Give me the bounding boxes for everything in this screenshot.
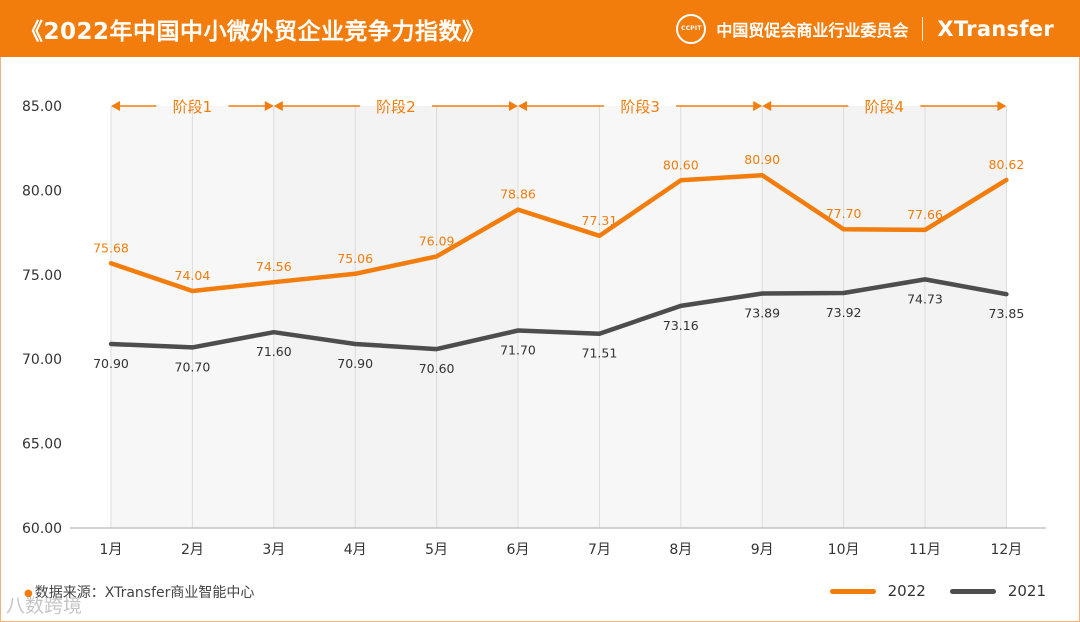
y-tick-label: 80.00 xyxy=(22,183,62,199)
data-label-2021: 70.70 xyxy=(175,359,211,374)
stage-label-2: 阶段2 xyxy=(376,98,416,116)
x-tick-label: 8月 xyxy=(669,542,692,558)
data-label-2022: 77.70 xyxy=(826,206,862,221)
data-label-2022: 78.86 xyxy=(500,187,536,202)
watermark: 八数跨境 xyxy=(6,595,83,617)
stage-band-3 xyxy=(518,106,763,528)
org-name: 中国贸促会商业行业委员会 xyxy=(716,20,909,40)
legend-item-2021: 2021 xyxy=(949,582,1046,600)
ccpit-logo: CCPIT xyxy=(676,13,707,44)
y-tick-label: 65.00 xyxy=(22,437,62,453)
data-label-2021: 73.16 xyxy=(663,318,699,333)
y-tick-label: 75.00 xyxy=(22,268,62,284)
stage-label-3: 阶段3 xyxy=(620,98,660,116)
stage-arrow-left-icon xyxy=(273,101,283,111)
stage-arrow-right-icon xyxy=(753,101,763,111)
data-label-2022: 75.68 xyxy=(93,240,129,255)
legend-swatch-2021 xyxy=(949,588,996,594)
data-label-2022: 80.62 xyxy=(989,157,1025,172)
x-tick-label: 9月 xyxy=(751,542,774,558)
stage-arrow-right-icon xyxy=(997,101,1007,111)
x-tick-label: 10月 xyxy=(828,542,860,558)
legend-swatch-2022 xyxy=(829,588,876,594)
stage-arrow-left-icon xyxy=(518,101,527,111)
legend-item-2022: 2022 xyxy=(829,582,926,600)
y-tick-label: 85.00 xyxy=(22,99,62,115)
stage-arrow-right-icon xyxy=(264,101,274,111)
data-label-2022: 77.31 xyxy=(582,213,618,228)
stage-band-4 xyxy=(762,106,1007,528)
data-label-2021: 73.85 xyxy=(989,306,1025,321)
x-tick-label: 6月 xyxy=(507,542,530,558)
xtransfer-logo: XTransfer xyxy=(937,16,1054,41)
data-label-2022: 75.06 xyxy=(337,251,373,266)
stage-label-1: 阶段1 xyxy=(173,98,213,116)
x-tick-label: 7月 xyxy=(588,542,611,558)
data-label-2021: 70.90 xyxy=(337,356,373,371)
stage-band-2 xyxy=(273,106,518,528)
stage-arrow-left-icon xyxy=(762,101,772,111)
data-label-2021: 70.60 xyxy=(419,361,455,376)
y-tick-label: 70.00 xyxy=(22,352,62,368)
series-line-2021 xyxy=(108,277,1009,352)
data-source: ● 数据来源：XTransfer商业智能中心 xyxy=(24,582,254,602)
x-tick-label: 12月 xyxy=(990,542,1022,558)
data-label-2022: 76.09 xyxy=(419,233,455,248)
data-label-2021: 74.73 xyxy=(907,291,943,306)
data-label-2021: 73.89 xyxy=(744,306,780,321)
legend: 2022 2021 xyxy=(829,582,1046,600)
data-label-2022: 74.56 xyxy=(256,259,292,274)
legend-label-2022: 2022 xyxy=(887,582,926,600)
x-tick-label: 3月 xyxy=(262,542,285,558)
data-label-2021: 71.70 xyxy=(500,343,536,358)
series-line-2022 xyxy=(108,172,1009,294)
x-tick-label: 11月 xyxy=(909,542,941,558)
data-label-2021: 71.60 xyxy=(256,344,292,359)
stage-label-4: 阶段4 xyxy=(865,98,905,116)
data-label-2022: 80.90 xyxy=(744,152,780,167)
chart-title: 《2022年中国中小微外贸企业竞争力指数》 xyxy=(20,18,486,45)
data-label-2021: 71.51 xyxy=(582,346,618,361)
x-tick-label: 5月 xyxy=(425,542,448,558)
x-tick-label: 1月 xyxy=(100,542,123,558)
source-dot-icon: ● xyxy=(24,587,33,599)
data-label-2021: 73.92 xyxy=(826,305,862,320)
data-label-2022: 80.60 xyxy=(663,157,699,172)
brand-divider xyxy=(922,16,924,41)
y-tick-label: 60.00 xyxy=(22,521,62,537)
x-tick-label: 2月 xyxy=(181,542,204,558)
brand-area: CCPIT 中国贸促会商业行业委员会 XTransfer xyxy=(676,13,1054,44)
data-label-2021: 70.90 xyxy=(93,356,129,371)
stage-arrow-left-icon xyxy=(111,101,120,111)
x-tick-label: 4月 xyxy=(344,542,367,558)
data-label-2022: 77.66 xyxy=(907,207,943,222)
stage-arrow-right-icon xyxy=(509,101,518,111)
data-label-2022: 74.04 xyxy=(175,268,211,283)
chart-header: 《2022年中国中小微外贸企业竞争力指数》 CCPIT 中国贸促会商业行业委员会… xyxy=(0,0,1080,57)
data-source-text: 数据来源：XTransfer商业智能中心 xyxy=(34,585,255,601)
legend-label-2021: 2021 xyxy=(1007,582,1046,600)
